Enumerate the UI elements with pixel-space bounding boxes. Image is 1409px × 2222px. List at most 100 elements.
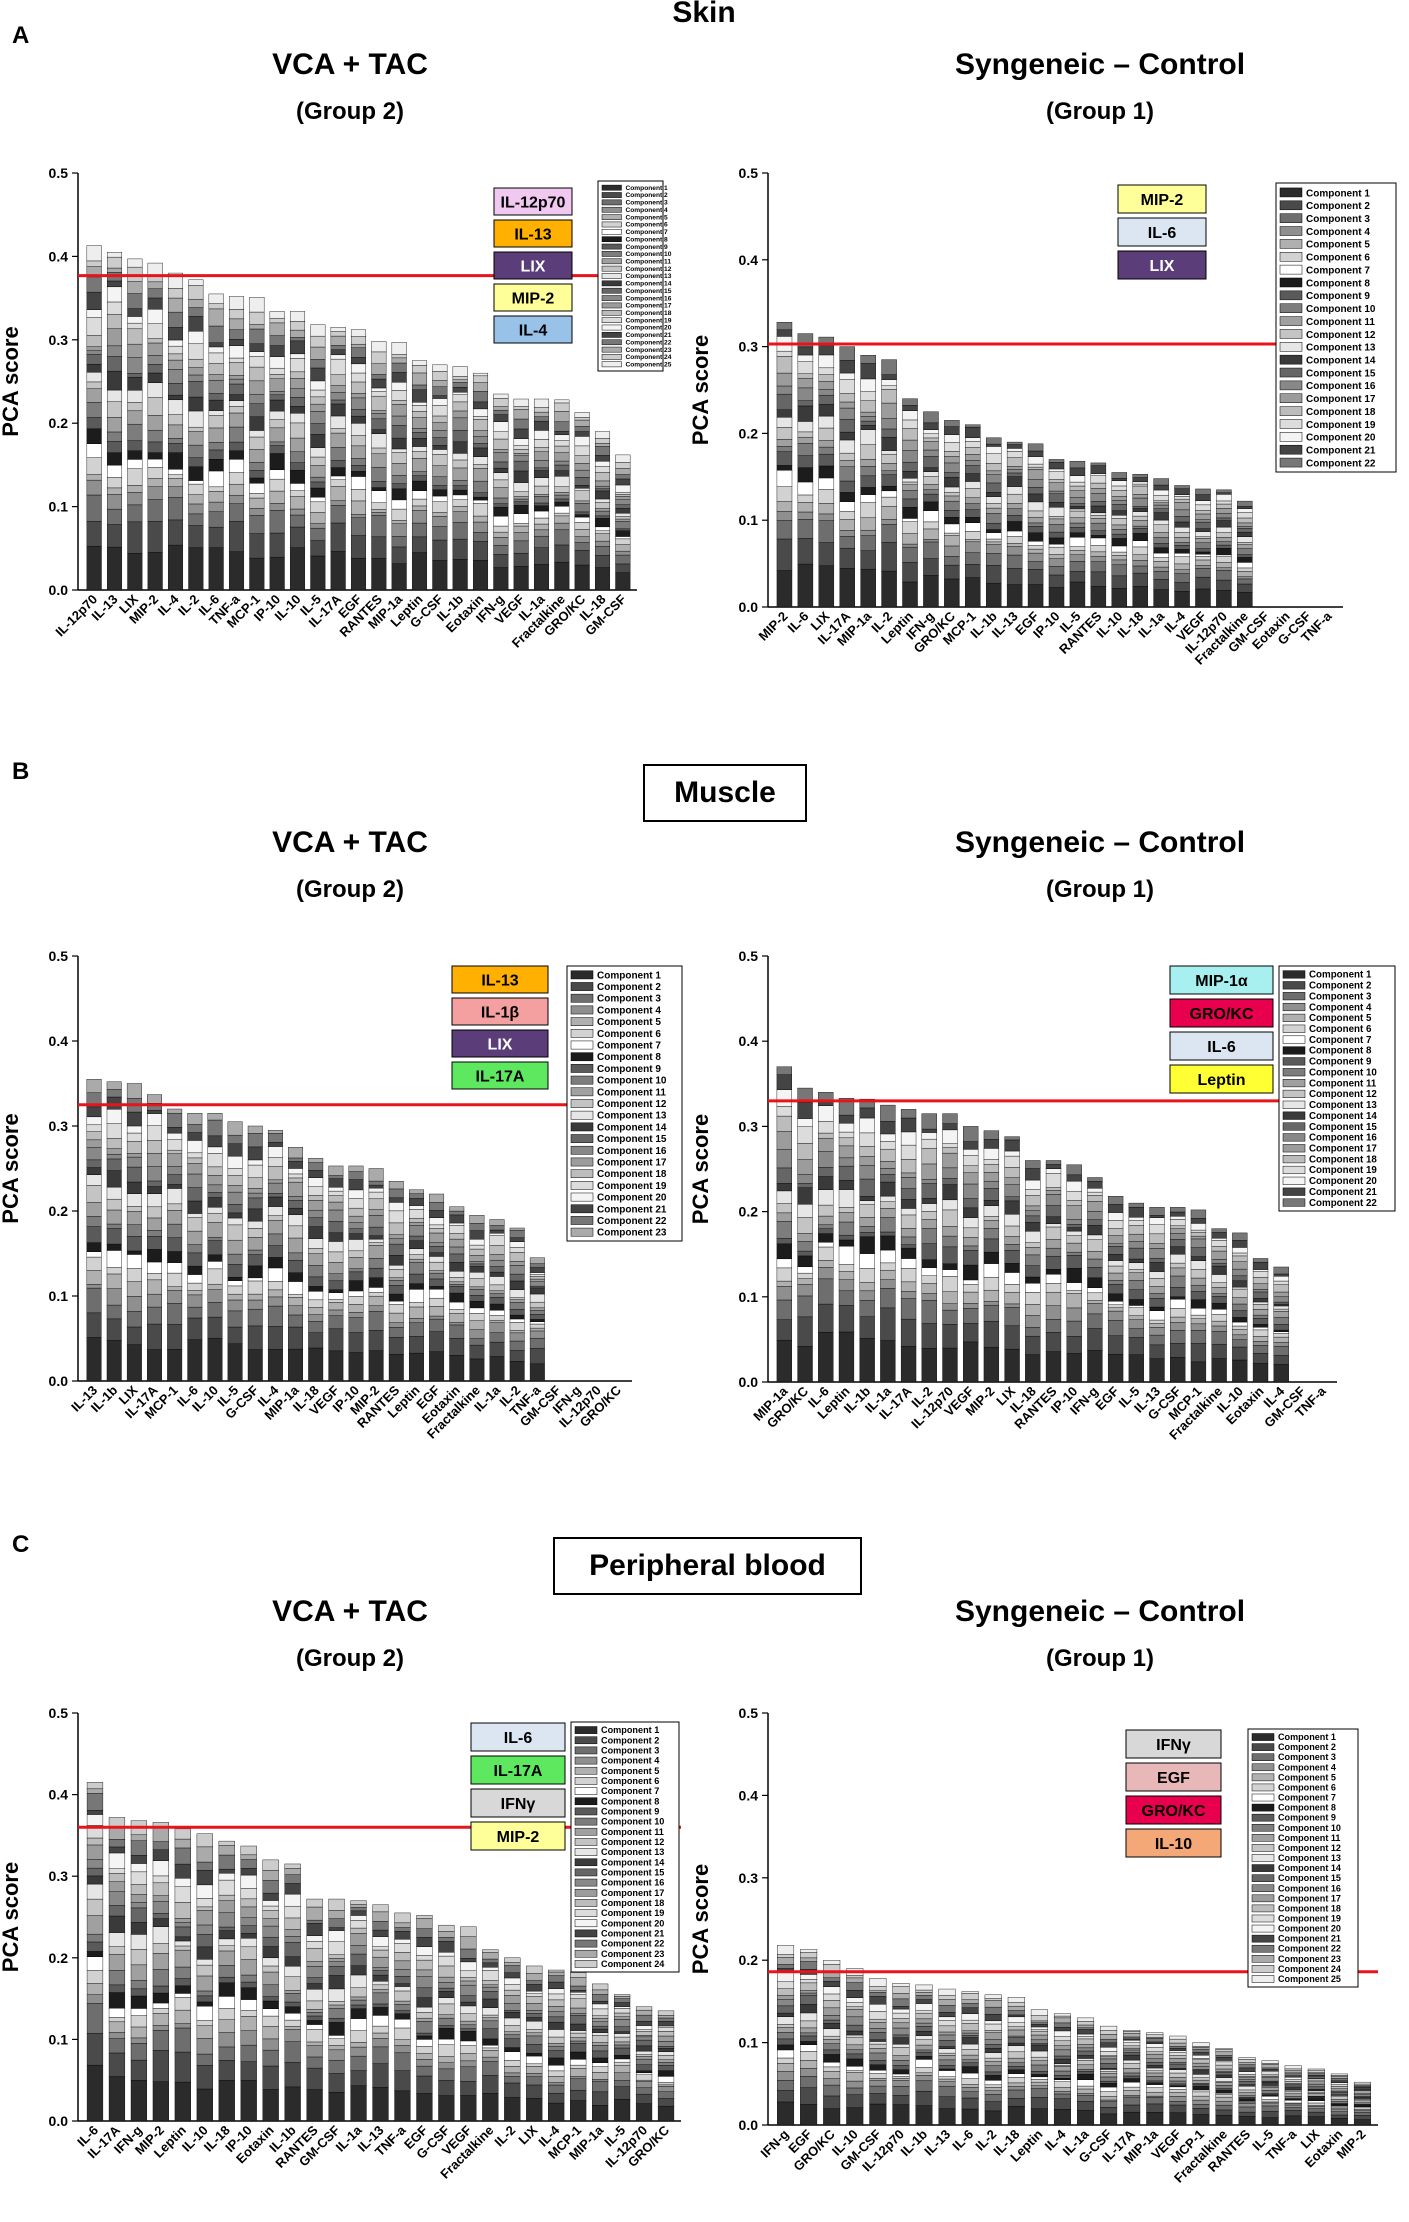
bar-segment [504,2082,521,2098]
bar-segment [1149,1258,1165,1263]
bar-segment [657,2062,675,2066]
bar-segment [509,1340,525,1351]
bar-segment [86,1256,102,1271]
bar-IL-1a [533,398,550,591]
bar-segment [776,570,793,608]
bar-segment [823,2023,841,2029]
bar-segment [984,2014,1002,2022]
bar-segment [838,1131,855,1139]
bar-segment [391,448,407,453]
bar-segment [923,539,939,543]
bar-segment [921,1275,937,1284]
bar-segment [472,496,489,501]
bar-segment [187,1113,203,1125]
bar-segment [249,393,265,405]
bar-segment [262,1905,279,1911]
bar-segment [923,422,939,430]
bar-segment [411,498,428,507]
legend-label: Component 2 [1278,1742,1336,1752]
bar-G-CSF [438,1924,455,2122]
bar-Leptin [174,1828,191,2122]
bar-segment [892,2022,910,2029]
bar-segment [1007,2077,1025,2084]
bar-segment [432,489,448,497]
bar-segment [350,1927,367,1934]
bar-segment [207,1302,223,1318]
bar-IL-4 [1174,485,1190,608]
bar-segment [350,2055,367,2071]
bar-segment [1153,500,1169,504]
bar-segment [127,357,143,374]
bar-segment [902,470,918,479]
bar-segment [106,494,123,510]
bar-segment [147,429,163,443]
bar-segment [469,1255,485,1262]
bar-segment [460,2060,477,2068]
bar-segment [469,1344,485,1360]
bar-segment [262,1892,279,1901]
bar-segment [613,2006,631,2009]
bar-segment [188,457,204,467]
legend-label: Component 23 [597,1228,667,1239]
bar-segment [227,1264,243,1278]
legend-label: Component 8 [1306,278,1370,289]
bar-segment [350,535,367,559]
bar-segment [533,494,550,497]
bar-segment [86,417,102,430]
bar-segment [328,2035,345,2039]
bar-segment [449,1246,465,1255]
bar-IL-17A [900,1109,917,1383]
bar-segment [1170,1207,1186,1213]
bar-segment [942,1246,958,1264]
bar-segment [408,1273,424,1284]
bar-segment [594,567,611,591]
bar-segment [469,1313,485,1321]
bar-segment [504,1962,521,1966]
bar-segment [1045,1216,1062,1224]
bar-segment [289,437,306,453]
bar-segment [548,2084,565,2094]
bar-segment [228,362,245,376]
bar-segment [147,552,163,591]
bar-segment [350,423,367,436]
y-tick-label: 0.5 [739,165,759,181]
bar-segment [1190,1238,1207,1248]
bar-segment [1216,526,1232,533]
bar-RANTES [1045,1160,1062,1383]
bar-segment [328,1262,344,1274]
bar-segment [348,1268,364,1273]
bar-segment [1025,1276,1041,1284]
bar-segment [921,1267,937,1276]
bar-segment [411,428,428,433]
bar-segment [594,443,611,447]
chart-4-subtitle: (Group 1) [1046,876,1154,903]
bar-segment [432,526,448,541]
bar-segment [921,1179,937,1184]
bar-segment [1053,2064,1071,2067]
bar-segment [86,521,102,547]
bar-segment [416,2093,433,2122]
bar-segment [881,470,897,475]
bar-segment [902,581,918,608]
bar-segment [938,2016,956,2021]
bar-segment [152,1913,169,1919]
legend-label: Component 1 [597,970,661,981]
bar-segment [416,1937,433,1947]
bar-segment [1027,443,1044,452]
bar-segment [174,1886,191,1903]
bar-segment [554,399,570,404]
bar-segment [983,1180,1000,1189]
bar-segment [289,358,306,373]
bar-segment [167,469,184,475]
bar-segment [1146,2047,1164,2052]
bar-segment [533,416,550,422]
bar-segment [368,1295,384,1306]
bar-segment [167,353,184,361]
legend-swatch [1282,1100,1306,1109]
bar-segment [880,1104,896,1122]
bar-segment [328,2004,345,2009]
legend-swatch [601,229,622,235]
bar-segment [127,468,143,486]
highlight-label: IL-4 [519,322,548,339]
bar-segment [1100,2047,1118,2052]
